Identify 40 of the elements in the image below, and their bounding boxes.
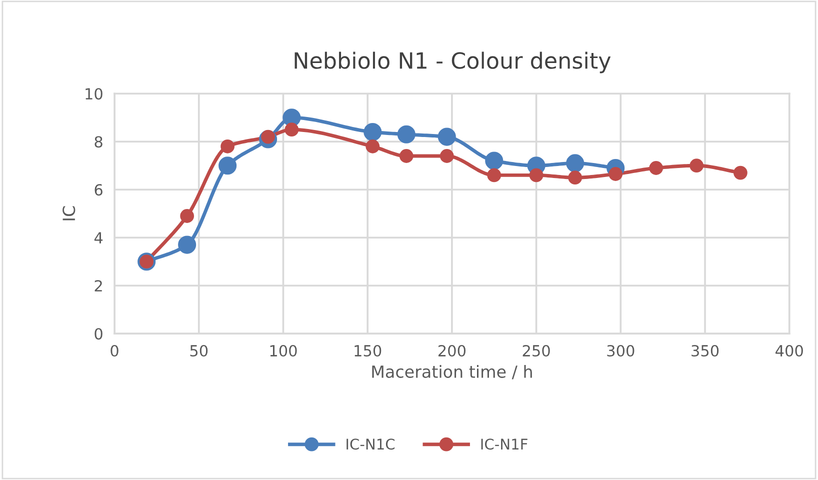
- point: [364, 122, 382, 142]
- point: [568, 170, 582, 185]
- point: [566, 154, 584, 172]
- x-tick-label: 100: [270, 344, 297, 357]
- point: [399, 149, 414, 163]
- x-tick-label: 350: [692, 344, 719, 357]
- point: [649, 161, 664, 175]
- y-axis-title: IC: [62, 206, 76, 220]
- point: [734, 166, 748, 180]
- point: [485, 152, 504, 170]
- chart-title: Nebbiolo N1 - Colour density: [294, 52, 611, 74]
- point: [220, 139, 234, 154]
- x-tick-label: 300: [607, 344, 634, 357]
- point: [608, 167, 623, 181]
- legend-label: IC-N1C: [346, 438, 395, 450]
- point: [438, 128, 456, 146]
- point: [690, 158, 704, 173]
- y-tick-label: 0: [94, 328, 102, 340]
- point: [397, 125, 416, 144]
- point: [529, 168, 544, 182]
- point: [487, 168, 502, 182]
- x-tick-label: 200: [438, 344, 466, 357]
- x-tick-label: 400: [776, 344, 803, 357]
- point: [180, 209, 194, 223]
- x-tick-label: 250: [522, 344, 550, 357]
- x-axis-title: Maceration time / h: [372, 365, 532, 380]
- x-tick-label: 150: [354, 344, 382, 357]
- y-tick-label: 4: [94, 232, 103, 244]
- y-tick-label: 6: [94, 184, 102, 196]
- point: [178, 236, 196, 254]
- x-tick-label: 0: [110, 344, 118, 357]
- point: [440, 149, 454, 163]
- legend-label: IC-N1F: [481, 438, 528, 450]
- y-tick-label: 10: [86, 88, 102, 100]
- x-tick-label: 50: [190, 344, 208, 357]
- y-tick-label: 8: [94, 136, 102, 148]
- point: [218, 156, 237, 175]
- y-tick-label: 2: [94, 280, 102, 292]
- point: [366, 139, 380, 154]
- point: [284, 122, 299, 137]
